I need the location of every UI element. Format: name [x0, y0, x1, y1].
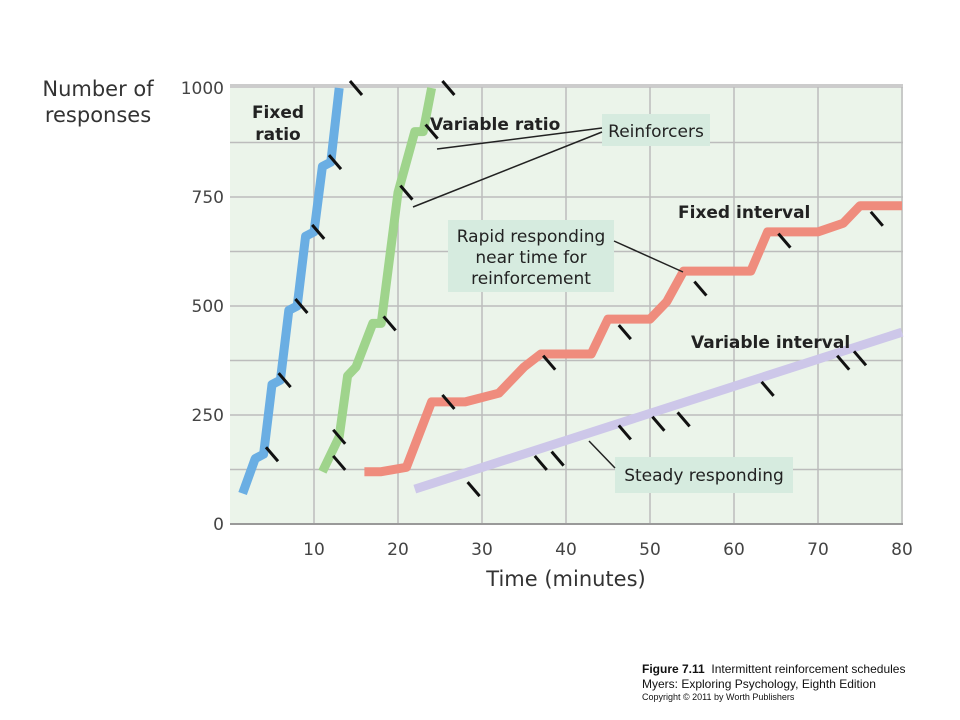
reinforcers-label: Reinforcers — [608, 122, 704, 142]
x-tick-label: 70 — [807, 540, 829, 560]
rapid-responding-label: reinforcement — [471, 269, 591, 289]
rapid-responding-box — [448, 220, 614, 292]
variable-ratio-reinforcer-mark — [382, 315, 397, 332]
y-tick-label: 750 — [192, 188, 224, 208]
fixed-ratio-reinforcer-mark — [348, 80, 364, 96]
reinforcers-box — [602, 114, 710, 146]
variable-interval-reinforcer-mark — [617, 424, 632, 441]
variable-ratio-reinforcer-mark — [399, 184, 414, 201]
fixed-interval-reinforcer-mark — [869, 210, 884, 227]
caption-copyright: Copyright © 2011 by Worth Publishers — [642, 692, 795, 702]
rapid-responding-label: Rapid responding — [457, 227, 606, 247]
x-tick-label: 30 — [471, 540, 493, 560]
rapid-responding-pointer — [613, 240, 684, 273]
y-tick-label: 250 — [192, 406, 224, 426]
fixed-interval-reinforcer-mark — [617, 324, 632, 341]
variable-ratio-reinforcer-mark — [424, 123, 439, 140]
x-tick-label: 50 — [639, 540, 661, 560]
figure-caption: Figure 7.11 Intermittent reinforcement s… — [642, 662, 952, 703]
y-tick-label: 1000 — [181, 79, 224, 99]
fixed-ratio-reinforcer-mark — [294, 298, 309, 314]
fixed-ratio-series-line — [238, 87, 344, 496]
y-axis-title: responses — [45, 103, 151, 127]
fixed-ratio-reinforcer-mark — [264, 446, 280, 463]
fixed-ratio-reinforcer-mark — [277, 372, 292, 389]
fixed-interval-reinforcer-mark — [441, 393, 456, 410]
rapid-responding-label: near time for — [475, 248, 586, 268]
variable-interval-reinforcer-mark — [651, 415, 666, 432]
caption-source: Myers: Exploring Psychology, Eighth Edit… — [642, 677, 876, 691]
fixed-ratio-reinforcer-mark — [311, 223, 326, 240]
variable-ratio-reinforcer-mark — [332, 428, 347, 445]
variable-interval-series-line — [413, 327, 904, 494]
variable-interval-reinforcer-mark — [676, 411, 691, 428]
variable-interval-label: Variable interval — [691, 333, 850, 353]
y-axis-title: Number of — [42, 77, 154, 101]
x-tick-label: 60 — [723, 540, 745, 560]
figure-title: Intermittent reinforcement schedules — [711, 662, 906, 676]
reinforcers-pointer — [412, 131, 603, 208]
variable-interval-reinforcer-mark — [836, 354, 851, 371]
x-tick-label: 40 — [555, 540, 577, 560]
variable-ratio-reinforcer-mark — [441, 80, 456, 96]
variable-ratio-label: Variable ratio — [430, 115, 560, 135]
variable-interval-reinforcer-mark — [550, 450, 565, 467]
fixed-ratio-label: Fixed — [252, 103, 304, 123]
variable-interval-reinforcer-mark — [760, 380, 775, 397]
variable-interval-reinforcer-mark — [466, 481, 481, 498]
figure-label: Figure 7.11 — [642, 662, 705, 676]
variable-interval-reinforcer-mark — [533, 454, 548, 471]
fixed-interval-reinforcer-mark — [542, 354, 557, 371]
steady-responding-box — [615, 457, 793, 493]
variable-interval-reinforcer-mark — [852, 350, 868, 367]
fixed-interval-reinforcer-mark — [693, 280, 708, 297]
fixed-interval-label: Fixed interval — [678, 203, 810, 223]
fixed-ratio-label: ratio — [255, 125, 301, 145]
x-tick-label: 20 — [387, 540, 409, 560]
fixed-ratio-reinforcer-mark — [327, 154, 343, 171]
fixed-interval-reinforcer-mark — [777, 232, 792, 249]
reinforcers-pointer — [436, 127, 603, 150]
x-tick-label: 10 — [303, 540, 325, 560]
x-axis-title: Time (minutes) — [485, 567, 645, 591]
x-tick-label: 80 — [891, 540, 913, 560]
steady-responding-pointer — [588, 440, 616, 469]
variable-ratio-reinforcer-mark — [332, 454, 347, 471]
variable-ratio-series-line — [318, 87, 437, 474]
plot-top-border — [230, 84, 903, 88]
steady-responding-label: Steady responding — [624, 466, 784, 486]
y-tick-label: 0 — [213, 515, 224, 535]
fixed-interval-series-line — [364, 201, 902, 477]
y-tick-label: 500 — [192, 297, 224, 317]
